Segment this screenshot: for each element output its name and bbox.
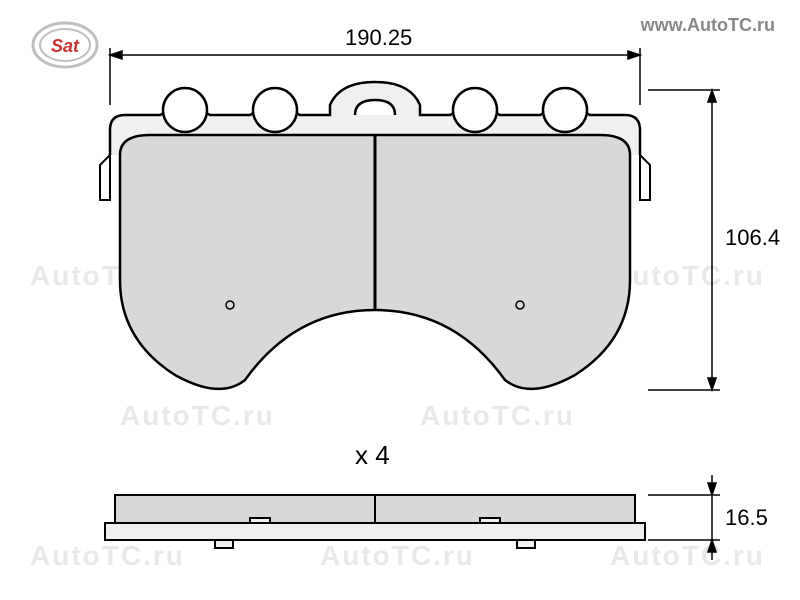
diagram-canvas: AutoTC.ru AutoTC.ru AutoTC.ru AutoTC.ru … <box>0 0 800 600</box>
dim-thickness <box>648 475 720 560</box>
thickness-value: 16.5 <box>725 505 768 531</box>
quantity-label: x 4 <box>355 440 390 471</box>
technical-drawing <box>0 0 800 600</box>
brand-logo: Sat <box>30 20 100 70</box>
width-value: 190.25 <box>345 25 412 51</box>
height-value: 106.4 <box>725 225 780 251</box>
brake-pad-side <box>105 495 645 548</box>
svg-text:Sat: Sat <box>51 36 80 56</box>
friction-pad <box>120 135 630 389</box>
source-url: www.AutoTC.ru <box>641 15 775 36</box>
dim-height <box>648 90 720 390</box>
